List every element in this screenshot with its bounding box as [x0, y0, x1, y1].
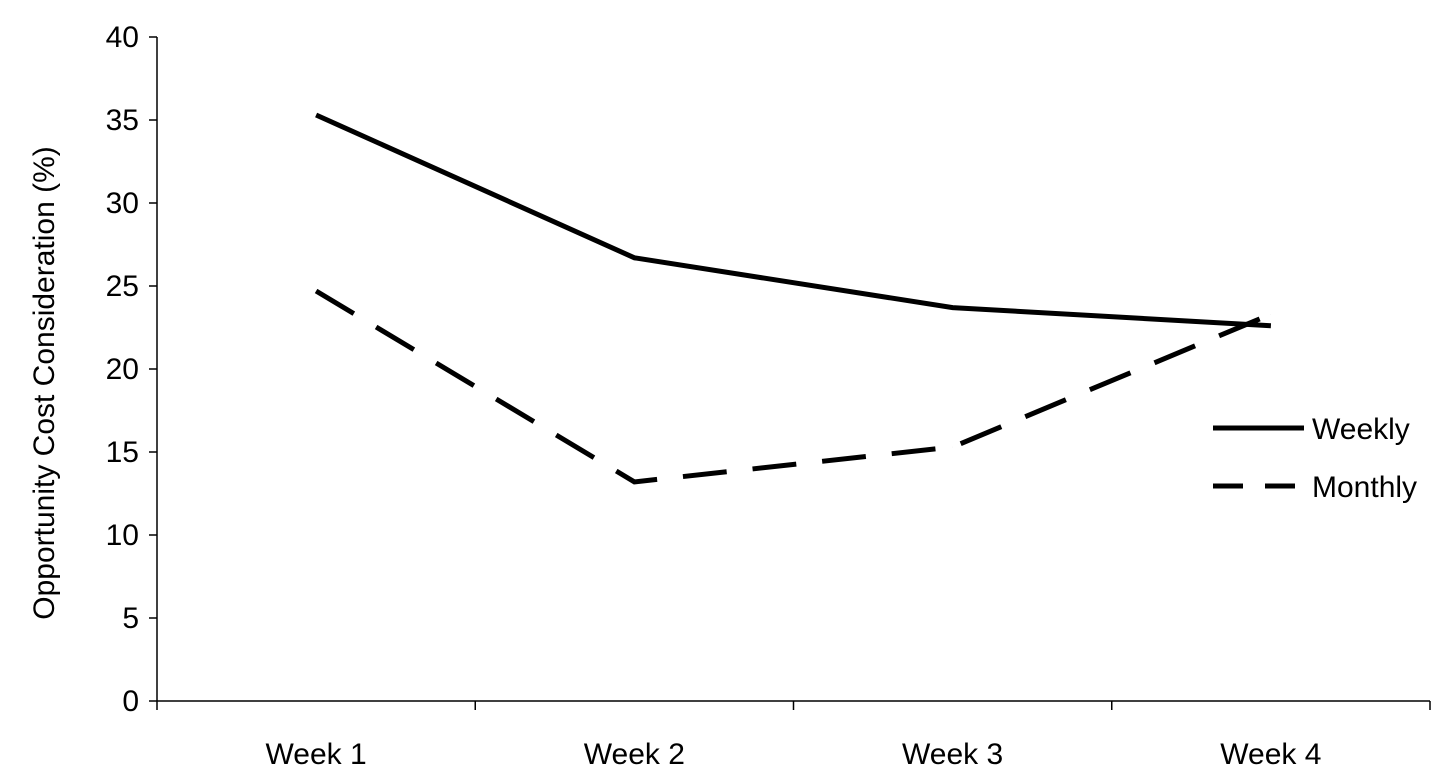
x-tick-label-3: Week 3 [902, 738, 1003, 771]
y-tick-label-10: 10 [106, 519, 139, 552]
y-tick-label-40: 40 [106, 21, 139, 54]
x-tick-label-2: Week 2 [584, 738, 685, 771]
y-tick-label-0: 0 [122, 685, 139, 718]
y-tick-label-5: 5 [122, 602, 139, 635]
x-tick-label-1: Week 1 [266, 738, 367, 771]
legend: Weekly Monthly [1213, 413, 1417, 504]
series-line-monthly [314, 288, 1272, 485]
x-tick-label-4: Week 4 [1220, 738, 1321, 771]
y-axis-title: Opportunity Cost Consideration (%) [28, 146, 61, 620]
y-tick-label-35: 35 [106, 104, 139, 137]
series-line-weekly [315, 112, 1272, 329]
legend-label-monthly: Monthly [1312, 471, 1417, 504]
y-tick-label-15: 15 [106, 436, 139, 469]
y-tick-label-20: 20 [106, 353, 139, 386]
legend-label-weekly: Weekly [1312, 413, 1410, 446]
y-tick-label-25: 25 [106, 270, 139, 303]
x-axis: Week 1 Week 2 Week 3 Week 4 [156, 700, 1431, 771]
y-tick-label-30: 30 [106, 187, 139, 220]
y-axis: 0 5 10 15 20 25 30 35 40 [106, 21, 158, 718]
series-layer [314, 112, 1272, 485]
